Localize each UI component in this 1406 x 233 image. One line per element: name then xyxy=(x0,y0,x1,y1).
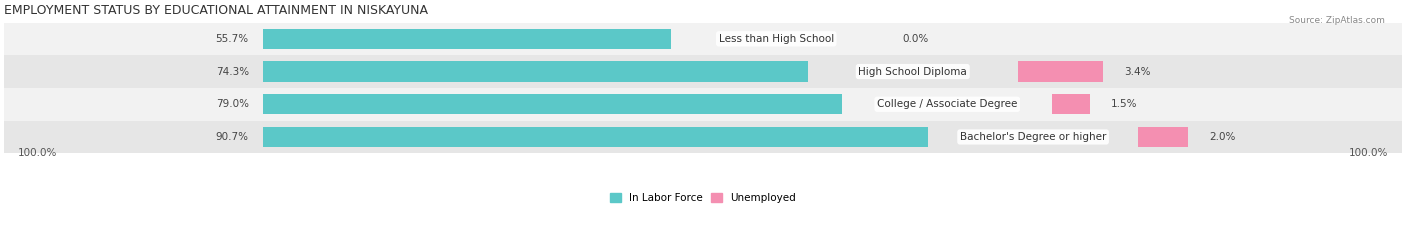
Bar xyxy=(4,88,1402,121)
Text: 90.7%: 90.7% xyxy=(215,132,249,142)
Bar xyxy=(4,55,1402,88)
Text: 55.7%: 55.7% xyxy=(215,34,249,44)
Text: College / Associate Degree: College / Associate Degree xyxy=(877,99,1018,109)
Text: Less than High School: Less than High School xyxy=(718,34,834,44)
Bar xyxy=(1137,127,1188,147)
Legend: In Labor Force, Unemployed: In Labor Force, Unemployed xyxy=(606,189,800,207)
Bar xyxy=(1052,94,1090,114)
Bar xyxy=(263,127,928,147)
Text: EMPLOYMENT STATUS BY EDUCATIONAL ATTAINMENT IN NISKAYUNA: EMPLOYMENT STATUS BY EDUCATIONAL ATTAINM… xyxy=(4,4,429,17)
Text: High School Diploma: High School Diploma xyxy=(859,67,967,77)
Text: 100.0%: 100.0% xyxy=(1348,148,1388,158)
Text: Source: ZipAtlas.com: Source: ZipAtlas.com xyxy=(1289,16,1385,25)
Text: Bachelor's Degree or higher: Bachelor's Degree or higher xyxy=(960,132,1107,142)
Bar xyxy=(4,121,1402,153)
Text: 0.0%: 0.0% xyxy=(903,34,928,44)
Text: 1.5%: 1.5% xyxy=(1111,99,1137,109)
Text: 2.0%: 2.0% xyxy=(1209,132,1236,142)
Bar xyxy=(263,94,842,114)
Bar xyxy=(263,62,808,82)
Text: 100.0%: 100.0% xyxy=(18,148,58,158)
Text: 79.0%: 79.0% xyxy=(215,99,249,109)
Bar xyxy=(1018,62,1104,82)
Bar xyxy=(4,23,1402,55)
Text: 3.4%: 3.4% xyxy=(1123,67,1150,77)
Text: 74.3%: 74.3% xyxy=(215,67,249,77)
Bar xyxy=(263,29,672,49)
